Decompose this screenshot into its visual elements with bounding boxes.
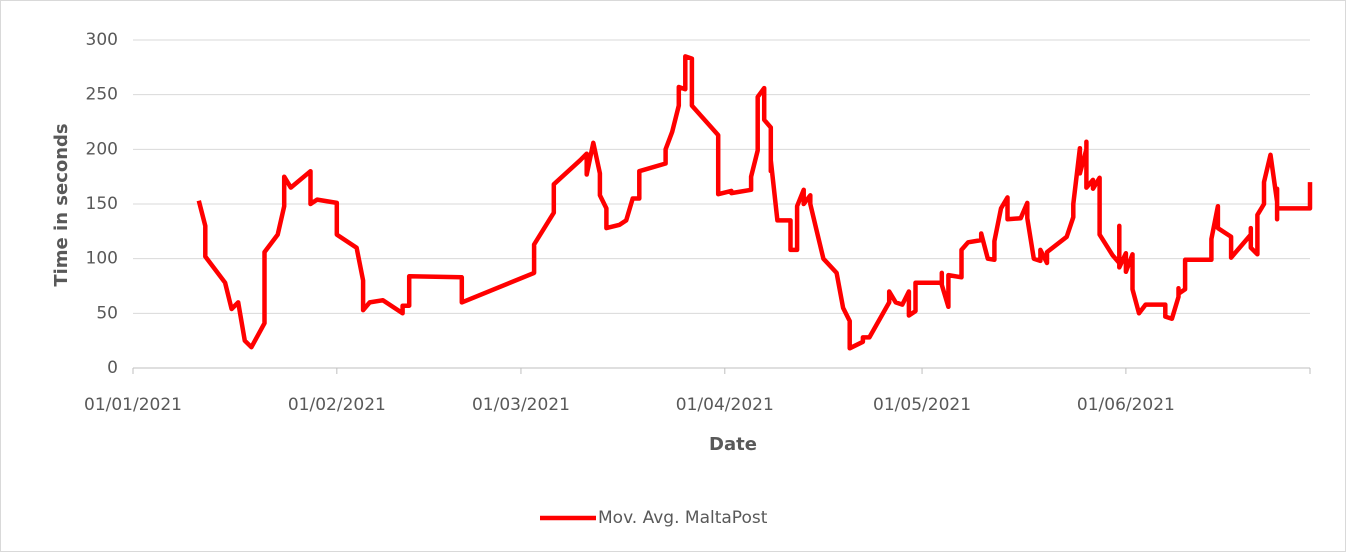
x-axis-title: Date	[709, 434, 757, 455]
x-tick-label: 01/03/2021	[472, 395, 570, 415]
x-tick-label: 01/05/2021	[873, 395, 971, 415]
y-axis-title: Time in seconds	[51, 123, 72, 286]
x-tick-label: 01/01/2021	[84, 395, 182, 415]
x-tick-label: 01/06/2021	[1077, 395, 1175, 415]
y-tick-label: 150	[86, 194, 118, 214]
x-tick-label: 01/02/2021	[288, 395, 386, 415]
legend-label: Mov. Avg. MaltaPost	[598, 508, 768, 528]
y-tick-label: 0	[107, 358, 118, 378]
y-tick-label: 100	[86, 249, 118, 269]
y-tick-label: 200	[86, 139, 118, 159]
y-tick-label: 50	[96, 303, 118, 323]
y-tick-label: 250	[86, 85, 118, 105]
data-line	[196, 54, 1313, 351]
x-tick-label: 01/04/2021	[676, 395, 774, 415]
y-tick-label: 300	[86, 30, 118, 50]
